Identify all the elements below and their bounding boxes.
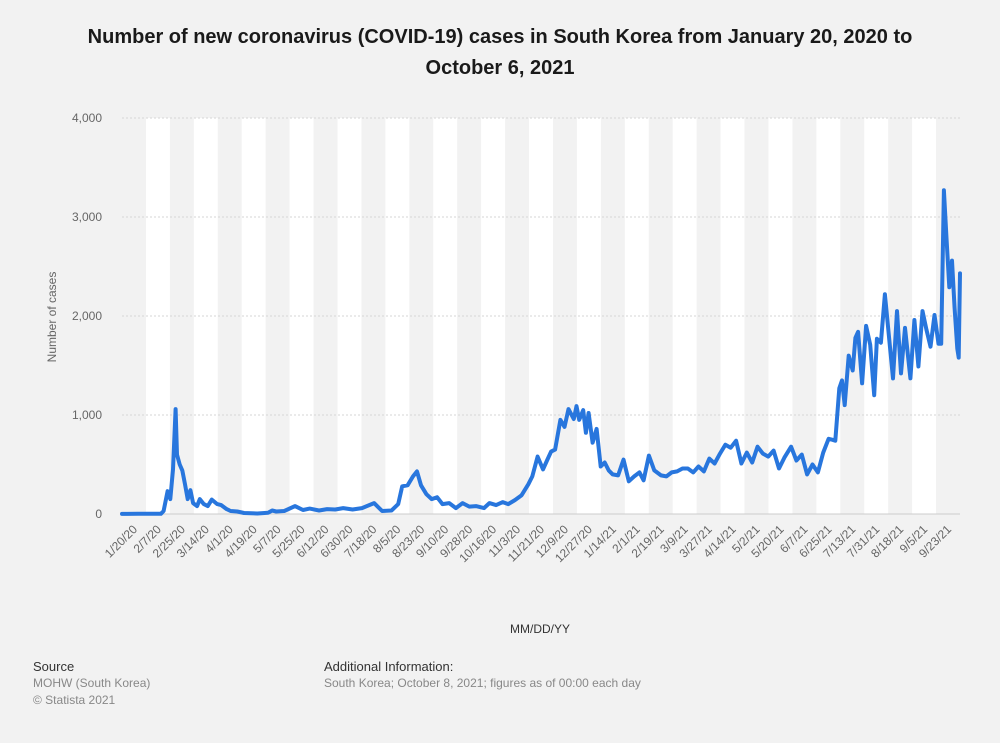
plot-band <box>624 118 649 514</box>
copyright-text: © Statista 2021 <box>33 693 116 707</box>
y-tick-label: 0 <box>95 507 102 521</box>
additional-info-block: Additional Information: South Korea; Oct… <box>324 658 641 692</box>
y-tick-label: 4,000 <box>72 111 102 125</box>
plot-band <box>337 118 362 514</box>
source-text: MOHW (South Korea) <box>33 676 151 690</box>
y-tick-label: 2,000 <box>72 309 102 323</box>
x-axis-ticks: 1/20/202/7/202/25/203/14/204/1/204/19/20… <box>102 522 954 565</box>
y-tick-label: 3,000 <box>72 210 102 224</box>
plot-band <box>289 118 314 514</box>
chart-title: Number of new coronavirus (COVID-19) cas… <box>87 26 913 79</box>
y-axis-label: Number of cases <box>45 272 59 363</box>
plot-band <box>576 118 601 514</box>
additional-info-heading: Additional Information: <box>324 659 454 674</box>
y-tick-label: 1,000 <box>72 408 102 422</box>
source-heading: Source <box>33 659 75 674</box>
background-bands <box>145 118 937 514</box>
plot-band <box>481 118 506 514</box>
plot-band <box>672 118 697 514</box>
source-block: Source MOHW (South Korea) © Statista 202… <box>33 658 150 709</box>
y-axis-ticks: 0 1,000 2,000 3,000 4,000 <box>72 111 102 521</box>
additional-info-text: South Korea; October 8, 2021; figures as… <box>324 676 641 690</box>
plot-band <box>385 118 410 514</box>
x-axis-label: MM/DD/YY <box>510 622 570 636</box>
series-line <box>120 188 962 516</box>
plot-band <box>433 118 458 514</box>
